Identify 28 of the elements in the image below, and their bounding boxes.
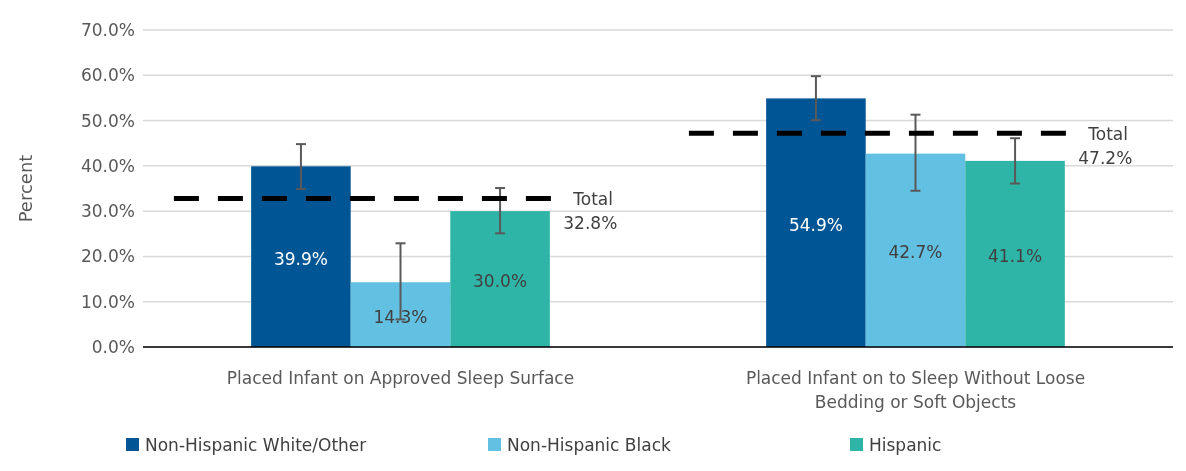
bar [350, 282, 451, 347]
y-tick-label: 20.0% [80, 246, 135, 267]
bar [450, 211, 550, 347]
bar [251, 166, 351, 347]
data-label: 41.1% [988, 245, 1043, 266]
bar [965, 160, 1065, 347]
bar [865, 153, 966, 347]
y-tick-label: 70.0% [80, 20, 135, 40]
data-label: 54.9% [788, 214, 843, 235]
y-tick-label: 50.0% [80, 110, 135, 131]
x-tick-label: Placed Infant on to Sleep Without Loose Bedding or Soft Objects [745, 368, 1086, 412]
x-tick-label: Placed Infant on Approved Sleep Surface [226, 368, 575, 388]
data-label: 30.0% [473, 271, 528, 292]
ref-line-label: Total 47.2% [1078, 124, 1133, 169]
data-label: 14.3% [373, 306, 428, 327]
data-label: 42.7% [888, 242, 943, 263]
y-tick-label: 60.0% [80, 65, 135, 86]
y-tick-label: 40.0% [80, 155, 135, 176]
y-tick-label: 30.0% [80, 201, 135, 222]
y-tick-label: 0.0% [91, 337, 135, 357]
bar [766, 98, 866, 347]
y-axis-title: Percent [15, 154, 36, 223]
legend-label: Hispanic [869, 435, 942, 455]
ref-line-label: Total 32.8% [563, 189, 618, 234]
y-tick-label: 10.0% [80, 291, 135, 312]
legend-label: Non-Hispanic White/Other [145, 435, 367, 455]
legend-label: Non-Hispanic Black [507, 435, 671, 455]
data-label: 39.9% [273, 248, 328, 269]
